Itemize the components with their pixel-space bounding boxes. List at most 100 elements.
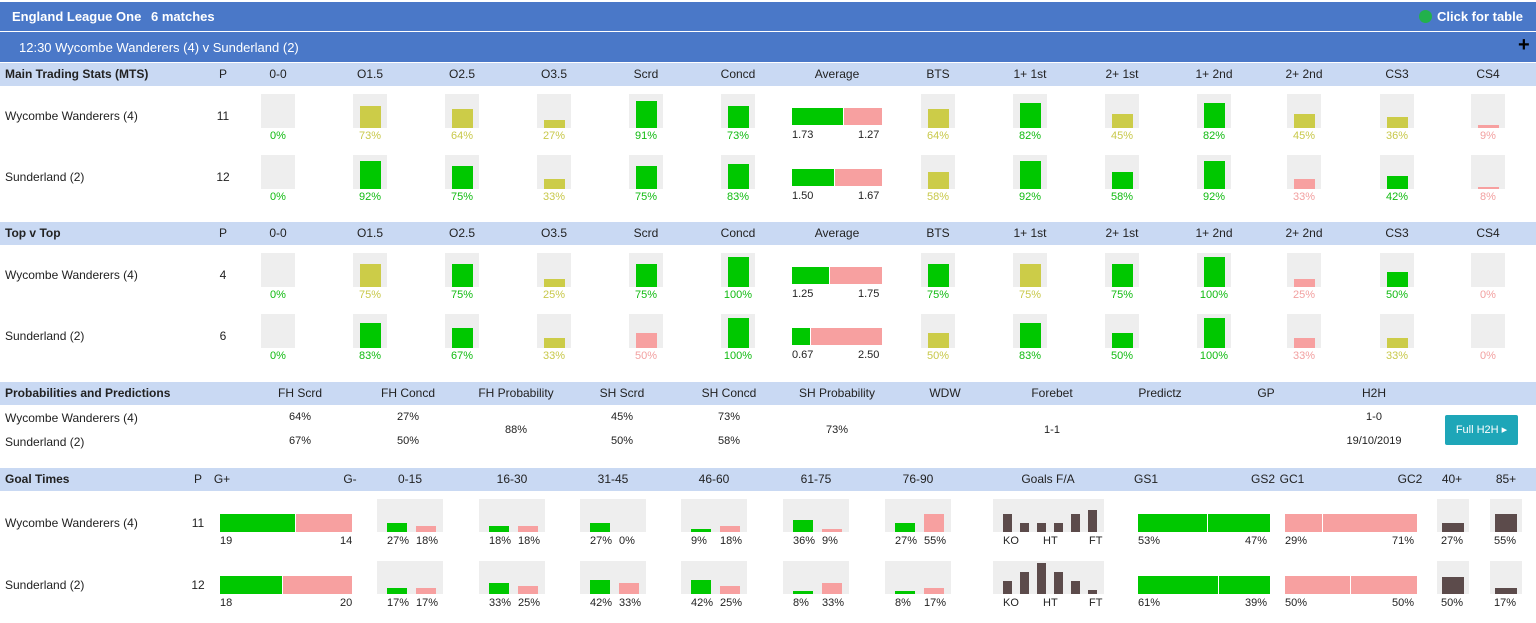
average-against: 1.27	[858, 129, 880, 141]
conceded-bar	[619, 583, 639, 594]
p40-bar	[1442, 523, 1464, 532]
p85-percent: 17%	[1494, 597, 1517, 609]
stat-bar	[544, 120, 565, 128]
plus-icon[interactable]: +	[1518, 34, 1530, 56]
stat-percent: 27%	[542, 130, 566, 142]
stat-bar	[360, 264, 381, 287]
column-header: 40+	[1441, 472, 1463, 486]
stat-bar	[544, 338, 565, 348]
stat-bar	[1020, 264, 1041, 287]
conceded-bar	[720, 526, 740, 532]
full-h2h-button[interactable]: Full H2H ▸	[1445, 415, 1518, 445]
match-title: 12:30 Wycombe Wanderers (4) v Sunderland…	[19, 40, 299, 55]
stat-percent: 0%	[1480, 289, 1496, 301]
section-title: Goal Times	[5, 472, 70, 486]
scored-bar	[691, 529, 711, 532]
gc2-percent: 71%	[1392, 535, 1415, 547]
conceded-bar	[416, 526, 436, 532]
column-header: 16-30	[496, 472, 528, 486]
stat-bar	[928, 264, 949, 287]
stat-percent: 50%	[926, 350, 950, 362]
played-count: 4	[219, 268, 227, 282]
played-count: 11	[216, 109, 230, 123]
click-for-table-link[interactable]: Click for table	[1437, 9, 1523, 24]
conceded-percent: 55%	[924, 535, 947, 547]
scored-bar	[691, 580, 711, 594]
stat-percent: 92%	[1202, 191, 1226, 203]
match-count: 6 matches	[151, 9, 215, 24]
scored-percent: 27%	[895, 535, 918, 547]
goals-for: 19	[220, 535, 233, 547]
stat-bar	[1204, 103, 1225, 128]
stat-bar	[360, 161, 381, 189]
stat-bar	[452, 109, 473, 128]
average-bar-for	[792, 108, 843, 125]
stat-percent: 100%	[723, 289, 753, 301]
stat-bar	[1478, 187, 1499, 189]
match-header[interactable]: 12:30 Wycombe Wanderers (4) v Sunderland…	[0, 32, 1536, 62]
goals-fa-bar	[1088, 590, 1097, 594]
average-for: 1.25	[792, 288, 814, 300]
stat-bar	[544, 279, 565, 287]
column-header: 46-60	[698, 472, 730, 486]
stat-bar	[360, 323, 381, 348]
column-header: CS3	[1385, 67, 1409, 81]
column-header: P	[193, 472, 203, 486]
p85-bar	[1495, 514, 1517, 532]
conceded-percent: 18%	[416, 535, 439, 547]
stat-percent: 75%	[1018, 289, 1042, 301]
gs1-percent: 53%	[1138, 535, 1161, 547]
stat-bar	[1294, 179, 1315, 189]
goals-for: 18	[220, 597, 233, 609]
played-count: 12	[216, 170, 230, 184]
scored-percent: 42%	[691, 597, 714, 609]
stat-bar	[452, 328, 473, 348]
goals-fa-bar	[1020, 523, 1029, 532]
axis-label: FT	[1089, 535, 1103, 547]
conceded-percent: 17%	[924, 597, 947, 609]
scored-bar	[895, 591, 915, 594]
scored-bar	[793, 591, 813, 594]
stat-percent: 92%	[1018, 191, 1042, 203]
stat-percent: 75%	[1110, 289, 1134, 301]
conceded-percent: 18%	[518, 535, 541, 547]
stat-percent: 33%	[1292, 191, 1316, 203]
team-name: Wycombe Wanderers (4)	[5, 516, 138, 530]
stat-box-0-0	[261, 155, 295, 189]
scored-percent: 17%	[387, 597, 410, 609]
scored-percent: 8%	[895, 597, 911, 609]
stat-bar	[1387, 338, 1408, 348]
column-header: 61-75	[800, 472, 832, 486]
column-header: GC2	[1397, 472, 1423, 486]
stat-bar	[544, 179, 565, 189]
stat-percent: 83%	[726, 191, 750, 203]
column-header: FH Probability	[478, 386, 554, 400]
stat-bar	[728, 257, 749, 287]
conceded-percent: 18%	[720, 535, 743, 547]
conceded-percent: 25%	[720, 597, 743, 609]
scored-percent: 9%	[691, 535, 707, 547]
column-header: O1.5	[356, 67, 384, 81]
gs1-percent: 61%	[1138, 597, 1161, 609]
average-bar-against	[811, 328, 882, 345]
column-header: BTS	[926, 67, 950, 81]
stat-box-CS4	[1471, 94, 1505, 128]
stat-bar	[728, 164, 749, 189]
goals-against: 20	[340, 597, 353, 609]
axis-label: KO	[1003, 597, 1019, 609]
stat-percent: 75%	[450, 191, 474, 203]
stat-percent: 82%	[1018, 130, 1042, 142]
prob-fh_concd: 27%	[396, 411, 420, 423]
column-header: CS4	[1476, 226, 1500, 240]
stat-percent: 33%	[1292, 350, 1316, 362]
prob-h2h: 19/10/2019	[1346, 435, 1402, 447]
stat-percent: 83%	[358, 350, 382, 362]
conceded-bar	[518, 586, 538, 594]
average-bar-for	[792, 267, 829, 284]
average-bar-for	[792, 328, 810, 345]
goals-fa-bar	[1088, 510, 1097, 532]
conceded-bar	[518, 526, 538, 532]
scored-bar	[895, 523, 915, 532]
scored-percent: 8%	[793, 597, 809, 609]
scored-bar	[590, 580, 610, 594]
